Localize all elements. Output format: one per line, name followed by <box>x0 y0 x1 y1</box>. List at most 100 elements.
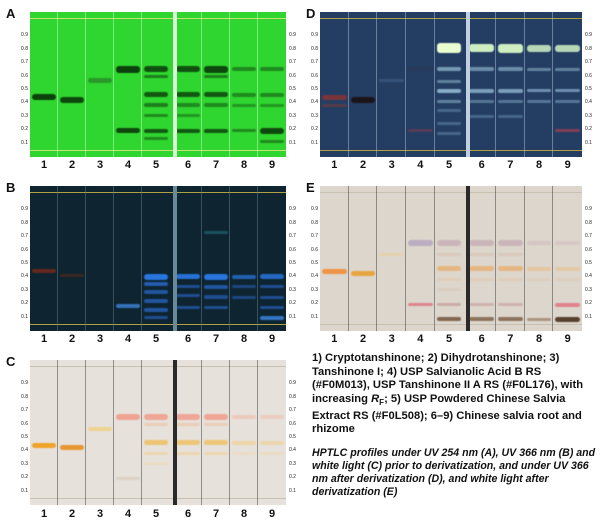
rf-subscript: F <box>379 398 385 408</box>
lane-separator <box>229 360 230 505</box>
band <box>469 277 494 281</box>
lane-number: 1 <box>40 333 48 345</box>
lane-4 <box>406 186 435 331</box>
band <box>260 415 284 420</box>
lane-7 <box>496 12 525 157</box>
rf-tick-label: 0.9 <box>311 206 318 213</box>
panel-letter: B <box>6 180 16 195</box>
rf-tick-label: 0.9 <box>21 32 28 39</box>
lane-number: 1 <box>331 333 338 345</box>
band <box>498 266 523 272</box>
band <box>204 451 228 455</box>
band <box>116 128 140 134</box>
rf-tick-label: 0.1 <box>311 139 318 146</box>
band <box>260 440 284 445</box>
lane-1 <box>30 186 58 331</box>
band <box>204 414 228 421</box>
figure-caption: HPTLC profiles under UV 254 nm (A), UV 3… <box>312 446 596 499</box>
lane-number: 4 <box>124 159 132 171</box>
lane-separator <box>141 186 142 331</box>
band <box>322 103 347 107</box>
band <box>436 88 462 93</box>
lane-separator <box>201 12 202 157</box>
band <box>379 253 404 257</box>
lane-number: 2 <box>68 333 76 345</box>
lane-number: 6 <box>184 508 192 520</box>
solvent-front-line <box>30 366 286 367</box>
lane-number: 4 <box>417 159 424 171</box>
rf-tick-label: 0.2 <box>585 300 592 307</box>
band <box>176 414 200 421</box>
band <box>408 129 433 133</box>
rf-tick-label: 0.6 <box>21 420 28 427</box>
band <box>204 231 228 235</box>
band <box>436 43 462 54</box>
lane-8 <box>230 186 258 331</box>
lane-number: 2 <box>68 159 76 171</box>
band <box>232 274 256 279</box>
rf-tick-label: 0.6 <box>585 72 592 79</box>
lane-separator <box>57 12 58 157</box>
rf-tick-label: 0.9 <box>21 206 28 213</box>
rf-axis-right: 0.9 0.8 0.7 0.6 0.5 0.4 0.3 0.2 0.1 <box>287 362 303 504</box>
rf-tick-label: 0.1 <box>21 139 28 146</box>
band <box>232 285 256 289</box>
lane-7 <box>496 186 525 331</box>
band <box>498 99 523 103</box>
band <box>436 99 462 103</box>
band <box>204 284 228 289</box>
rf-tick-label: 0.7 <box>289 233 296 240</box>
lane-separator <box>173 12 177 157</box>
lane-5 <box>142 360 170 505</box>
lane-separator <box>173 186 177 331</box>
rf-tick-label: 0.1 <box>289 487 296 494</box>
lane-number: 9 <box>268 159 276 171</box>
lane-6 <box>467 12 496 157</box>
rf-tick-label: 0.7 <box>585 59 592 66</box>
rf-tick-label: 0.7 <box>21 59 28 66</box>
rf-tick-label: 0.3 <box>289 286 296 293</box>
rf-tick-label: 0.6 <box>585 246 592 253</box>
rf-axis-right: 0.9 0.8 0.7 0.6 0.5 0.4 0.3 0.2 0.1 <box>583 14 599 156</box>
band <box>176 103 200 108</box>
rf-tick-label: 0.9 <box>21 380 28 387</box>
band <box>176 128 200 133</box>
rf-tick-label: 0.4 <box>289 447 296 454</box>
rf-tick-label: 0.5 <box>311 86 318 92</box>
band <box>144 103 168 108</box>
rf-tick-label: 0.2 <box>289 300 296 307</box>
band <box>469 240 494 247</box>
band <box>526 99 552 103</box>
band <box>144 282 168 287</box>
rf-axis-right: 0.9 0.8 0.7 0.6 0.5 0.4 0.3 0.2 0.1 <box>287 188 303 330</box>
lane-number: 7 <box>212 159 220 171</box>
band <box>498 67 523 72</box>
rf-tick-label: 0.2 <box>21 300 28 307</box>
rf-tick-label: 0.7 <box>289 59 296 66</box>
rf-tick-label: 0.3 <box>311 112 318 119</box>
lane-legend: 1) Cryptotanshinone; 2) Dihydrotanshinon… <box>312 352 596 437</box>
band <box>498 88 523 93</box>
band <box>204 423 228 427</box>
band <box>232 92 256 97</box>
rf-tick-label: 0.3 <box>311 286 318 293</box>
band <box>555 99 580 103</box>
band <box>436 132 462 136</box>
application-line <box>30 150 286 151</box>
band <box>144 290 168 295</box>
band <box>144 137 168 141</box>
band <box>526 266 552 271</box>
band <box>498 43 523 53</box>
lane-7 <box>202 12 230 157</box>
rf-tick-label: 0.8 <box>311 45 318 52</box>
lane-separator <box>141 360 142 505</box>
lane-number: 5 <box>152 508 160 520</box>
lane-number: 6 <box>184 159 192 171</box>
application-line <box>30 498 286 499</box>
lane-5 <box>435 12 464 157</box>
lane-5 <box>142 186 170 331</box>
solvent-front-line <box>320 18 582 19</box>
lane-labels: 1 2 3 4 5 6 7 8 9 <box>30 508 286 522</box>
panel-e: E 0.9 0.8 0.7 0.6 0.5 0.4 0.3 0.2 0.1 0.9 0.8 0.7 0… <box>304 178 598 348</box>
lane-number: 6 <box>478 159 485 171</box>
